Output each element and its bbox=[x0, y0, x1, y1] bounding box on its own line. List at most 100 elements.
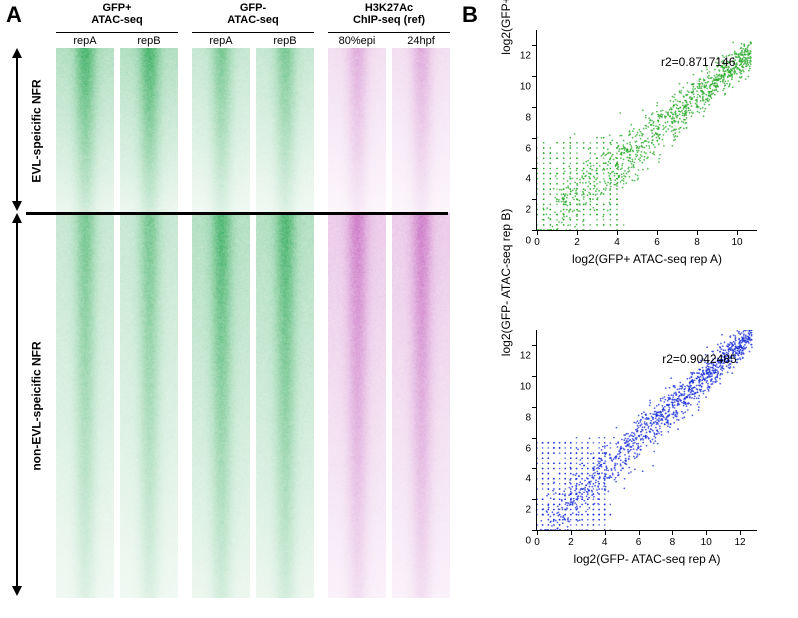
heatmap-group-title: H3K27AcChIP-seq (ref) bbox=[328, 2, 450, 26]
heatmap-column bbox=[120, 48, 178, 598]
x-tick-label: 10 bbox=[701, 537, 712, 548]
y-tick-label: 2 bbox=[513, 505, 531, 516]
y-tick-label: 0 bbox=[513, 536, 531, 547]
heatmap-column bbox=[192, 48, 250, 598]
heatmap-group-rule bbox=[192, 32, 314, 33]
y-tick bbox=[532, 230, 537, 231]
y-tick bbox=[532, 138, 537, 139]
y-tick-label: 6 bbox=[513, 143, 531, 154]
y-tick-label: 0 bbox=[513, 236, 531, 247]
heatmap-group-title: GFP+ATAC-seq bbox=[56, 2, 178, 26]
x-axis-label: log2(GFP+ ATAC-seq rep A) bbox=[572, 252, 722, 266]
heatmap-column bbox=[392, 48, 450, 598]
y-tick-label: 2 bbox=[513, 205, 531, 216]
x-tick bbox=[605, 530, 606, 535]
y-axis-label: log2(GFP+ ATAC-seq rep B) bbox=[499, 0, 513, 55]
heatmap-rep-label: 24hpf bbox=[392, 35, 450, 47]
y-tick-label: 12 bbox=[513, 351, 531, 362]
y-tick bbox=[532, 407, 537, 408]
y-tick-label: 4 bbox=[513, 174, 531, 185]
y-tick bbox=[532, 199, 537, 200]
x-tick bbox=[537, 530, 538, 535]
heatmap-group-title: GFP-ATAC-seq bbox=[192, 2, 314, 26]
y-tick bbox=[532, 530, 537, 531]
figure-root: A GFP+ATAC-seqrepArepBGFP-ATAC-seqrepAre… bbox=[0, 0, 798, 618]
scatter-plot-gfp-minus: log2(GFP- ATAC-seq rep A) log2(GFP- ATAC… bbox=[480, 320, 770, 580]
heatmap-canvas bbox=[328, 48, 386, 598]
x-tick bbox=[657, 230, 658, 235]
y-tick-label: 12 bbox=[513, 51, 531, 62]
heatmap-row-arrow bbox=[10, 48, 24, 213]
panel-a: GFP+ATAC-seqrepArepBGFP-ATAC-seqrepArepB… bbox=[56, 48, 446, 608]
x-tick-label: 6 bbox=[636, 537, 642, 548]
y-tick bbox=[532, 107, 537, 108]
heatmap-canvas bbox=[120, 48, 178, 598]
scatter-plot-gfp-plus: log2(GFP+ ATAC-seq rep A) log2(GFP+ ATAC… bbox=[480, 20, 770, 280]
y-tick bbox=[532, 438, 537, 439]
x-tick-label: 2 bbox=[574, 237, 580, 248]
x-tick bbox=[737, 230, 738, 235]
x-tick-label: 8 bbox=[694, 237, 700, 248]
panel-a-label: A bbox=[6, 2, 22, 28]
x-tick-label: 2 bbox=[568, 537, 574, 548]
r2-annotation: r2=0.8717146 bbox=[661, 55, 735, 69]
x-tick-label: 12 bbox=[735, 537, 746, 548]
heatmap-row-axis: non-EVL-speicific NFR bbox=[22, 213, 52, 598]
x-axis-label: log2(GFP- ATAC-seq rep A) bbox=[574, 552, 721, 566]
scatter-plot-area: log2(GFP- ATAC-seq rep A) log2(GFP- ATAC… bbox=[536, 330, 757, 531]
heatmap-group-rule bbox=[56, 32, 178, 33]
y-tick bbox=[532, 168, 537, 169]
x-tick bbox=[697, 230, 698, 235]
y-tick-label: 8 bbox=[513, 112, 531, 123]
y-tick-label: 6 bbox=[513, 443, 531, 454]
x-tick bbox=[571, 530, 572, 535]
heatmap-rep-label: repA bbox=[192, 35, 250, 47]
y-tick bbox=[532, 345, 537, 346]
y-tick bbox=[532, 45, 537, 46]
heatmap-column bbox=[256, 48, 314, 598]
heatmap-row-arrow bbox=[10, 213, 24, 598]
y-axis-label: log2(GFP- ATAC-seq rep B) bbox=[499, 209, 513, 357]
y-tick-label: 10 bbox=[513, 382, 531, 393]
heatmap-column bbox=[56, 48, 114, 598]
scatter-plot-area: log2(GFP+ ATAC-seq rep A) log2(GFP+ ATAC… bbox=[536, 30, 757, 231]
x-tick bbox=[577, 230, 578, 235]
heatmap-canvas bbox=[392, 48, 450, 598]
y-tick bbox=[532, 376, 537, 377]
heatmap-rep-label: repA bbox=[56, 35, 114, 47]
panel-b-label: B bbox=[462, 2, 478, 28]
heatmap-column bbox=[328, 48, 386, 598]
x-tick-label: 4 bbox=[614, 237, 620, 248]
panel-a-heatmap bbox=[56, 48, 446, 598]
x-tick bbox=[639, 530, 640, 535]
x-tick bbox=[617, 230, 618, 235]
y-tick bbox=[532, 499, 537, 500]
x-tick-label: 8 bbox=[670, 537, 676, 548]
x-tick bbox=[706, 530, 707, 535]
heatmap-rep-label: repB bbox=[120, 35, 178, 47]
heatmap-divider bbox=[26, 212, 448, 215]
heatmap-canvas bbox=[256, 48, 314, 598]
x-tick bbox=[672, 530, 673, 535]
heatmap-row-axis: EVL-speicific NFR bbox=[22, 48, 52, 213]
panel-a-col-headers: GFP+ATAC-seqrepArepBGFP-ATAC-seqrepArepB… bbox=[56, 8, 446, 48]
heatmap-rep-label: repB bbox=[256, 35, 314, 47]
x-tick-label: 0 bbox=[534, 237, 540, 248]
heatmap-canvas bbox=[56, 48, 114, 598]
x-tick bbox=[537, 230, 538, 235]
y-tick-label: 8 bbox=[513, 412, 531, 423]
r2-annotation: r2=0.9042485 bbox=[662, 352, 736, 366]
x-tick-label: 4 bbox=[602, 537, 608, 548]
x-tick bbox=[740, 530, 741, 535]
y-tick-label: 10 bbox=[513, 82, 531, 93]
heatmap-row-label: EVL-speicific NFR bbox=[30, 79, 44, 182]
heatmap-canvas bbox=[192, 48, 250, 598]
x-tick-label: 10 bbox=[731, 237, 742, 248]
y-tick bbox=[532, 76, 537, 77]
y-tick-label: 4 bbox=[513, 474, 531, 485]
x-tick-label: 0 bbox=[534, 537, 540, 548]
heatmap-group-rule bbox=[328, 32, 450, 33]
heatmap-row-label: non-EVL-speicific NFR bbox=[30, 341, 44, 470]
y-tick bbox=[532, 468, 537, 469]
x-tick-label: 6 bbox=[654, 237, 660, 248]
